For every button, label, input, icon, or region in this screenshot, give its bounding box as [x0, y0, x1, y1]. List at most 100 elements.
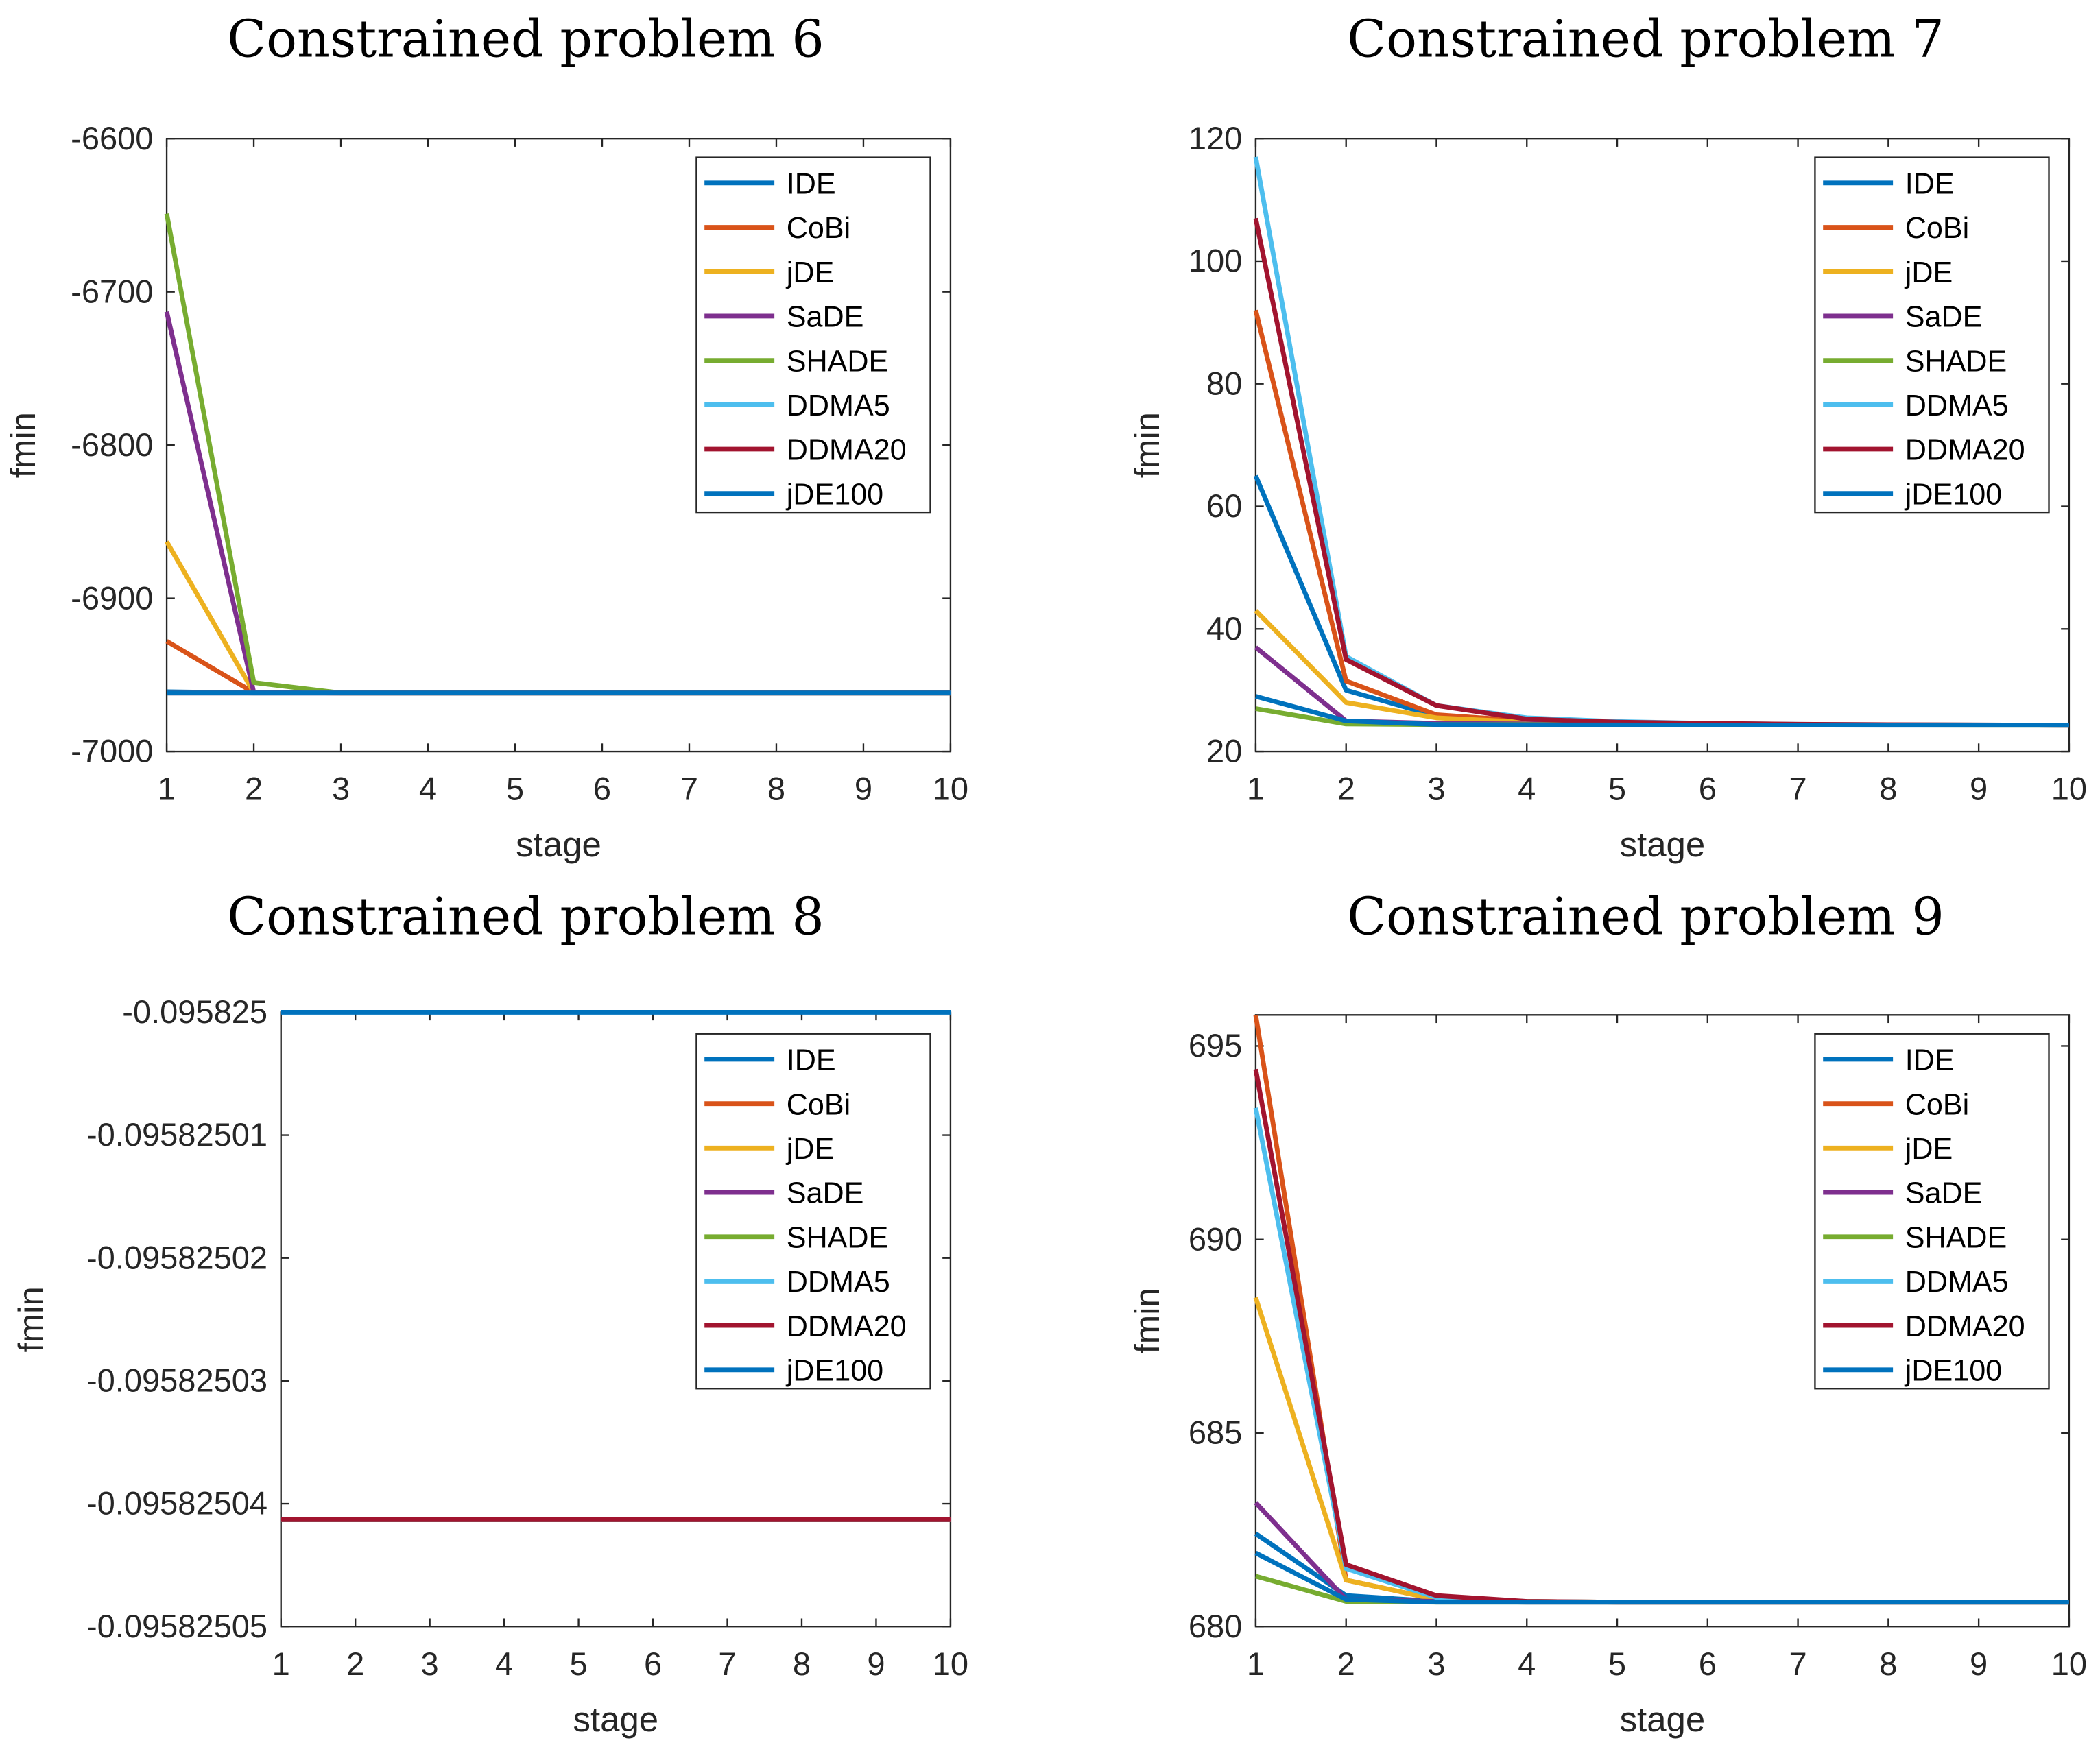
chart-2: Constrained problem 7 1 2 3 4 5 6 7 8 9 10 20 40 60 80… — [1127, 10, 2087, 864]
y-tick-label: -0.09582505 — [86, 1608, 267, 1644]
y-tick-label: 20 — [1206, 733, 1242, 769]
x-tick-label: 4 — [1518, 771, 1536, 807]
x-tick-label: 8 — [1879, 1646, 1897, 1682]
x-tick-label: 1 — [158, 771, 176, 807]
x-tick-label: 3 — [1427, 771, 1445, 807]
y-axis-label: fmin — [1127, 412, 1167, 478]
x-tick-label: 2 — [1337, 1646, 1355, 1682]
y-tick-label: -6800 — [71, 426, 153, 463]
legend: IDE CoBi jDE SaDE SHADE DDMA5 DDMA20 jDE100 — [695, 1033, 931, 1390]
x-tick-label: 6 — [1699, 1646, 1717, 1682]
x-tick-label: 6 — [1699, 771, 1717, 807]
legend-box — [695, 156, 931, 514]
y-tick-label: 60 — [1206, 488, 1242, 524]
legend-label: DDMA5 — [1905, 1266, 2009, 1299]
y-tick-label: 40 — [1206, 610, 1242, 647]
y-tick-label: 680 — [1189, 1608, 1242, 1644]
chart-4: Constrained problem 9 1 2 3 4 5 6 7 8 9 10 680 685 69… — [1127, 887, 2087, 1739]
chart-title: Constrained problem 6 — [227, 10, 824, 69]
y-axis-label: fmin — [3, 412, 43, 478]
legend-label: SHADE — [787, 345, 889, 378]
y-tick-label: 690 — [1189, 1220, 1242, 1257]
legend-label: IDE — [787, 168, 836, 201]
chart-title: Constrained problem 7 — [1347, 10, 1944, 69]
legend-label: IDE — [787, 1044, 836, 1077]
legend-label: CoBi — [787, 1088, 850, 1121]
legend-label: SHADE — [1905, 345, 2007, 378]
legend-label: jDE100 — [1904, 478, 2002, 511]
series-line-jde100 — [1254, 1550, 2069, 1605]
series-line-jde100 — [1255, 694, 2069, 728]
y-tick-label: -0.09582504 — [86, 1485, 267, 1521]
y-tick-label: 120 — [1189, 120, 1242, 156]
legend: IDE CoBi jDE SaDE SHADE DDMA5 DDMA20 jDE100 — [1814, 1033, 2050, 1390]
legend-label: SHADE — [787, 1221, 889, 1254]
y-tick-label: -6600 — [71, 120, 153, 156]
x-tick-label: 7 — [718, 1646, 736, 1682]
x-tick-label: 6 — [644, 1646, 662, 1682]
y-tick-label: 80 — [1206, 365, 1242, 401]
legend-label: CoBi — [1905, 212, 1969, 245]
legend-label: IDE — [1905, 1044, 1955, 1077]
chart-title: Constrained problem 8 — [227, 887, 824, 947]
y-tick-label: -7000 — [71, 733, 153, 769]
x-tick-label: 7 — [1789, 1646, 1806, 1682]
y-tick-label: -0.095825 — [122, 994, 267, 1030]
x-tick-label: 2 — [245, 771, 263, 807]
x-tick-label: 3 — [1427, 1646, 1445, 1682]
x-tick-label: 7 — [680, 771, 698, 807]
x-tick-label: 1 — [1247, 771, 1265, 807]
x-tick-label: 8 — [793, 1646, 811, 1682]
x-tick-label: 9 — [867, 1646, 885, 1682]
x-tick-label: 10 — [2051, 1646, 2087, 1682]
x-tick-label: 7 — [1789, 771, 1806, 807]
x-tick-label: 10 — [933, 1646, 968, 1682]
legend-label: SaDE — [787, 301, 864, 334]
legend-label: jDE100 — [1904, 1354, 2002, 1387]
x-tick-label: 4 — [419, 771, 437, 807]
legend-label: jDE — [785, 256, 834, 289]
legend: IDE CoBi jDE SaDE SHADE DDMA5 DDMA20 jDE100 — [695, 156, 931, 514]
legend-label: jDE — [785, 1133, 834, 1166]
legend-label: DDMA5 — [787, 1266, 890, 1299]
y-tick-label: -6900 — [71, 579, 153, 616]
legend-label: SaDE — [1905, 301, 1983, 334]
legend-label: SaDE — [1905, 1177, 1983, 1210]
x-tick-label: 5 — [569, 1646, 587, 1682]
legend-box — [695, 1033, 931, 1390]
y-tick-label: -0.09582501 — [86, 1116, 267, 1153]
x-tick-label: 10 — [2051, 771, 2087, 807]
legend-label: SaDE — [787, 1177, 864, 1210]
legend-label: IDE — [1905, 168, 1955, 201]
legend-label: SHADE — [1905, 1221, 2007, 1254]
legend-label: DDMA20 — [787, 1310, 907, 1343]
x-axis-label: stage — [1620, 825, 1706, 864]
x-tick-label: 10 — [933, 771, 968, 807]
x-tick-label: 1 — [1247, 1646, 1265, 1682]
legend-label: DDMA20 — [787, 434, 907, 467]
x-tick-label: 8 — [767, 771, 785, 807]
y-tick-label: 695 — [1189, 1027, 1242, 1063]
legend-label: CoBi — [1905, 1088, 1969, 1121]
chart-3: Constrained problem 8 1 2 3 4 5 6 7 8 9 10 -0.09582… — [12, 887, 968, 1739]
x-tick-label: 5 — [506, 771, 524, 807]
legend-label: jDE100 — [785, 1354, 883, 1387]
y-tick-label: 100 — [1189, 243, 1242, 279]
x-tick-label: 2 — [1337, 771, 1355, 807]
x-tick-label: 3 — [421, 1646, 439, 1682]
y-tick-label: -6700 — [71, 273, 153, 309]
x-tick-label: 9 — [855, 771, 872, 807]
x-tick-label: 5 — [1608, 1646, 1626, 1682]
x-tick-label: 8 — [1879, 771, 1897, 807]
x-tick-label: 3 — [332, 771, 350, 807]
legend-label: DDMA5 — [1905, 389, 2009, 422]
legend-box — [1814, 1033, 2050, 1390]
x-tick-label: 9 — [1970, 771, 1988, 807]
chart-title: Constrained problem 9 — [1347, 887, 1944, 947]
legend-label: jDE — [1904, 1133, 1953, 1166]
legend-label: DDMA20 — [1905, 434, 2025, 467]
legend-box — [1814, 156, 2050, 514]
chart-1: Constrained problem 6 1 2 3 4 5 6 7 8 9 10 -7000 -69… — [3, 10, 968, 864]
x-axis-label: stage — [573, 1700, 658, 1739]
